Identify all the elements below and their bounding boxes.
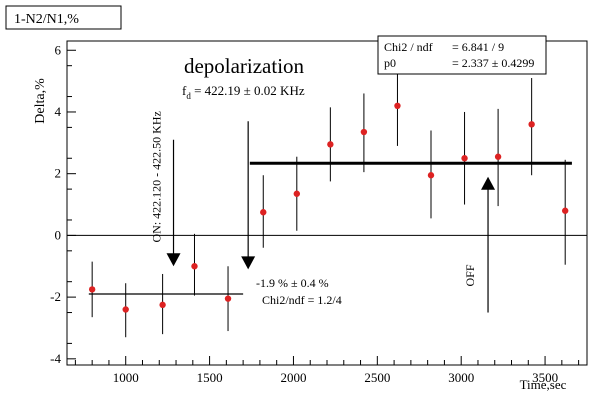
arrow-label: ON: 422.120 - 422.50 KHz: [150, 111, 164, 242]
data-point: [122, 306, 129, 313]
data-point: [360, 128, 368, 136]
stats-box: [377, 35, 547, 75]
annotations: ON: 422.120 - 422.50 KHz OFF: [150, 111, 496, 313]
chart-subtitle: fd = 422.19 ± 0.02 KHz: [182, 83, 305, 101]
data-point: [224, 295, 232, 302]
y-tick-label: -2: [50, 289, 61, 304]
data-point: [191, 263, 198, 270]
arrow-label: OFF: [463, 264, 477, 286]
subtitle-main: f: [182, 83, 187, 98]
fit-lines: [88, 161, 572, 295]
canvas-title: 1-N2/N1,%: [14, 12, 79, 27]
data-points: [88, 102, 569, 313]
subtitle-rest: = 422.19 ± 0.02 KHz: [191, 83, 305, 98]
stats-row-2-name: p0: [384, 56, 396, 70]
data-point: [88, 286, 96, 293]
x-tick-label: 2500: [364, 370, 390, 385]
data-point: [394, 102, 401, 110]
x-tick-label: 1500: [197, 370, 223, 385]
x-tick-label: 1000: [113, 370, 139, 385]
stats-row-1-name: Chi2 / ndf: [384, 40, 433, 54]
fit-1-label: -1.9 % ± 0.4 %: [256, 276, 329, 290]
x-axis-label: Time,sec: [520, 377, 567, 392]
y-axis-label: Delta,%: [33, 78, 48, 124]
stats-row-2-value: = 2.337 ± 0.4299: [452, 56, 534, 70]
fit-1-chi2-label: Chi2/ndf = 1.2/4: [262, 293, 342, 307]
arrow-head: [241, 256, 256, 270]
x-tick-label: 2000: [280, 370, 306, 385]
y-tick-label: 6: [55, 42, 62, 57]
data-point: [528, 121, 535, 128]
arrow-head: [481, 176, 496, 190]
data-point: [327, 141, 334, 148]
x-tick-label: 3000: [448, 370, 474, 385]
subtitle-sub: d: [186, 91, 191, 101]
data-point: [260, 209, 267, 216]
data-point: [561, 207, 569, 214]
data-point: [461, 155, 468, 162]
y-tick-label: 2: [55, 166, 62, 181]
plot-frame: [66, 40, 588, 366]
axes: 1000 1500 2000 2500 3000 3500 -4 -2 0 2 4 6: [50, 42, 587, 385]
data-point: [427, 172, 435, 179]
y-tick-label: 4: [55, 104, 62, 119]
arrow-head: [166, 253, 181, 267]
data-point: [293, 190, 301, 197]
stats-row-1-value: = 6.841 / 9: [452, 40, 504, 54]
x-tick-label: 3500: [532, 370, 558, 385]
chart-title: depolarization: [184, 54, 305, 78]
data-point: [159, 301, 166, 309]
y-tick-label: -4: [50, 351, 61, 366]
data-point: [494, 153, 502, 160]
canvas-title-box: [5, 5, 122, 30]
y-tick-label: 0: [55, 227, 62, 242]
